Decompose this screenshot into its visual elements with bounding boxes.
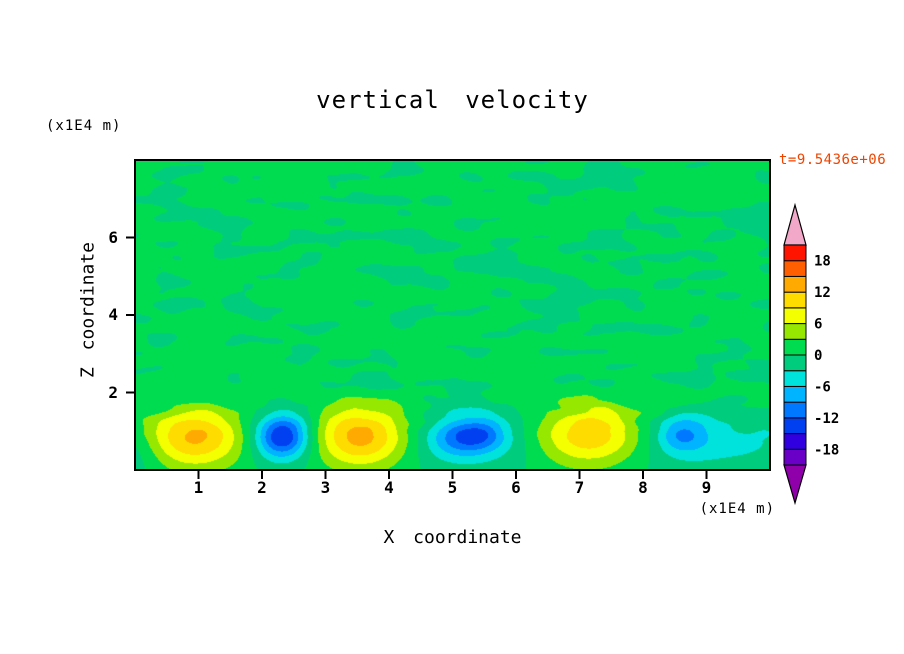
x-tick-label: 2 bbox=[257, 478, 267, 497]
z-axis-unit-label: (x1E4 m) bbox=[46, 118, 122, 134]
x-axis-unit-label: (x1E4 m) bbox=[699, 501, 775, 517]
colorbar-level-label: 0 bbox=[814, 348, 822, 364]
contour-field-canvas bbox=[135, 160, 770, 470]
colorbar: 18 12 6 0 -6 -12 -18 bbox=[783, 202, 839, 506]
z-tick-label: 4 bbox=[108, 305, 118, 324]
x-tick-label: 9 bbox=[701, 478, 712, 497]
z-tick-label: 2 bbox=[108, 382, 118, 402]
x-tick-label: 3 bbox=[320, 478, 331, 497]
x-tick-label: 6 bbox=[511, 478, 521, 497]
x-axis-label: X coordinate bbox=[383, 527, 522, 548]
x-tick-label: 5 bbox=[447, 478, 458, 497]
x-tick-label: 7 bbox=[574, 478, 585, 497]
colorbar-level-label: 18 bbox=[814, 254, 831, 270]
plot-title: vertical velocity bbox=[316, 86, 589, 114]
colorbar-level-label: -6 bbox=[814, 379, 831, 395]
x-tick-label: 4 bbox=[384, 478, 394, 497]
colorbar-level-label: -18 bbox=[814, 442, 839, 458]
colorbar-level-label: -12 bbox=[814, 411, 839, 427]
time-annotation: t=9.5436e+06 bbox=[779, 152, 887, 168]
x-tick-label: 8 bbox=[638, 478, 648, 497]
x-tick-label: 1 bbox=[193, 478, 204, 497]
plot-area bbox=[135, 160, 770, 470]
colorbar-level-label: 6 bbox=[814, 317, 822, 333]
z-tick-label: 6 bbox=[108, 227, 118, 247]
colorbar-level-label: 12 bbox=[814, 285, 831, 301]
